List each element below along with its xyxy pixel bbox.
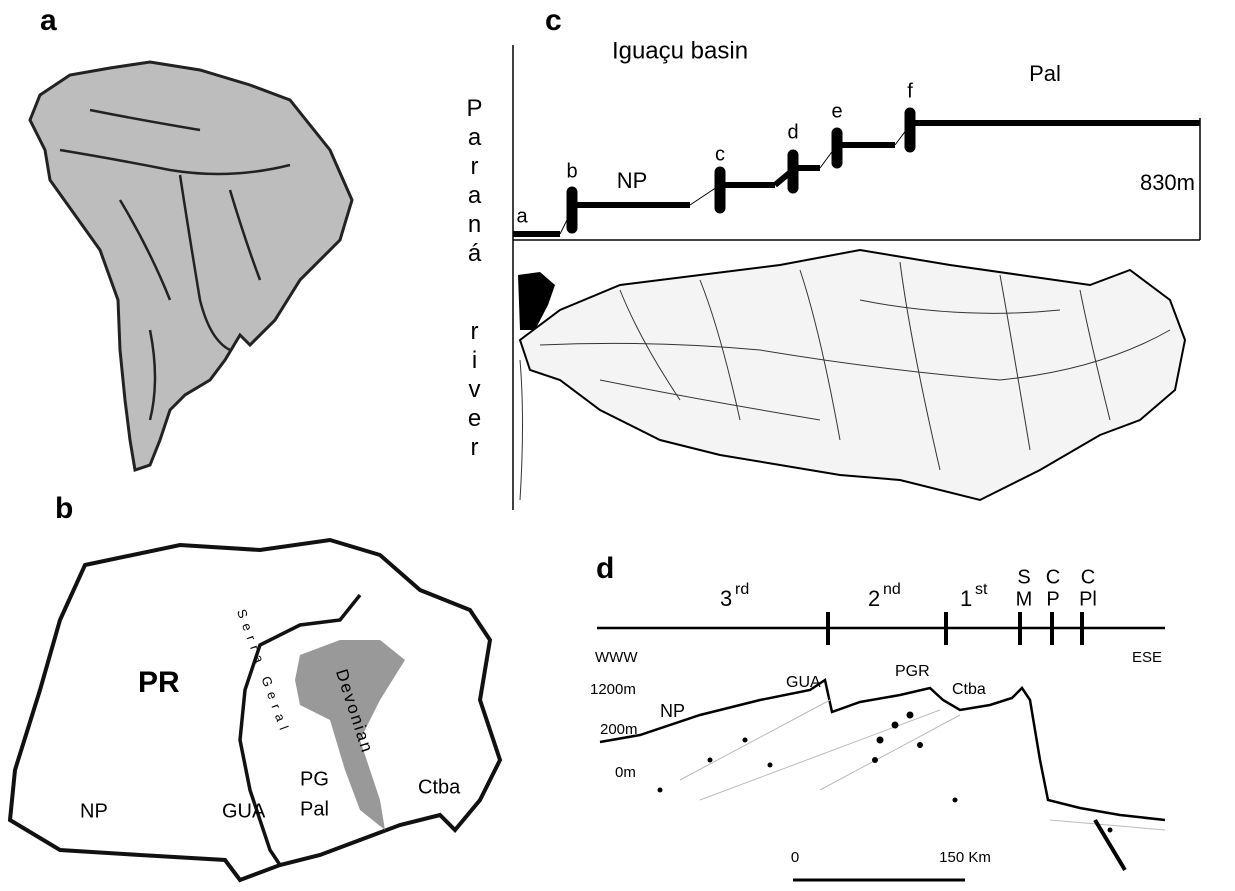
plateau-number: 1 (960, 586, 972, 611)
place-label: Ctba (952, 681, 986, 698)
state-label: PR (138, 666, 180, 699)
zone-label: Pl (1079, 588, 1097, 610)
step-label: f (907, 80, 913, 102)
panel-title: Iguaçu basin (612, 37, 748, 64)
place-label: NP (660, 701, 685, 721)
zone-label: C (1081, 566, 1095, 588)
unit-label: NP (617, 168, 648, 193)
direction-label: WWW (595, 649, 638, 666)
zone-label: P (1046, 588, 1059, 610)
zone-label: M (1016, 588, 1033, 610)
plateau-number: 3 (720, 586, 732, 611)
place-label: Ctba (418, 776, 461, 798)
place-label: GUA (786, 674, 821, 691)
zone-label: S (1017, 566, 1030, 588)
place-label: NP (80, 800, 108, 822)
iguacu-basin-map (520, 250, 1185, 500)
plateau-suffix: st (975, 581, 988, 598)
panel-label: d (596, 552, 614, 585)
figure-canvas: a b PR Serra Geral Devonian NP GUA PG Pa… (0, 0, 1235, 891)
parana-state-map (10, 540, 500, 880)
step-label: a (516, 205, 528, 227)
river-label: river (462, 318, 486, 463)
place-label: GUA (222, 800, 266, 822)
unit-label: Pal (1029, 61, 1061, 86)
step-label: d (787, 121, 798, 143)
plateau-suffix: nd (883, 581, 901, 598)
river-label: Paraná (462, 95, 486, 269)
step-label: e (831, 100, 842, 122)
plateau-number: 2 (868, 586, 880, 611)
scale-label: 150 Km (939, 849, 991, 866)
step-label: c (715, 143, 725, 165)
elevation-label: 830m (1140, 170, 1195, 195)
direction-label: ESE (1132, 649, 1162, 666)
place-label: PGR (895, 663, 930, 680)
elevation-label: 1200m (590, 681, 636, 698)
south-america-map (30, 62, 352, 470)
place-label: Pal (300, 798, 329, 820)
panel-label: b (55, 492, 73, 525)
panel-label: a (40, 4, 57, 37)
plateau-suffix: rd (735, 581, 749, 598)
figure: a b PR Serra Geral Devonian NP GUA PG Pa… (0, 0, 1235, 891)
place-label: PG (300, 768, 329, 790)
scale-label: 0 (791, 849, 799, 866)
elevation-label: 0m (615, 764, 636, 781)
plateau-labels: 3 rd 2 nd 1 st (720, 581, 988, 611)
panel-label: c (545, 4, 562, 37)
zone-label: C (1046, 566, 1060, 588)
step-label: b (566, 160, 577, 182)
strata-dots (658, 712, 1113, 833)
